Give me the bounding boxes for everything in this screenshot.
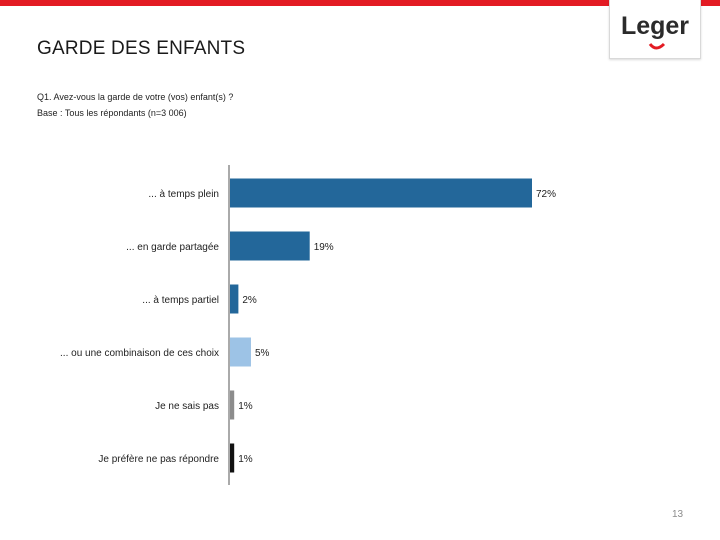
category-label-2: ... à temps partiel	[142, 295, 219, 306]
bars-group: ... à temps plein 72% ... en garde partagé…	[60, 178, 556, 473]
logo-accent-swoosh	[648, 42, 666, 50]
value-label-1: 19%	[314, 242, 334, 253]
question-text: Q1. Avez-vous la garde de votre (vos) en…	[37, 92, 234, 102]
page-title: GARDE DES ENFANTS	[37, 38, 246, 59]
leger-logo: Leger	[609, 0, 701, 59]
category-label-0: ... à temps plein	[148, 189, 219, 200]
top-accent-bar	[0, 0, 720, 6]
bar-1	[230, 231, 310, 261]
category-label-1: ... en garde partagée	[126, 242, 219, 253]
bar-2	[230, 284, 239, 314]
bar-3	[230, 337, 251, 367]
value-label-0: 72%	[536, 189, 556, 200]
page-number: 13	[672, 509, 684, 520]
value-label-3: 5%	[255, 348, 270, 359]
base-text: Base : Tous les répondants (n=3 006)	[37, 108, 187, 118]
value-label-5: 1%	[238, 454, 253, 465]
value-label-4: 1%	[238, 401, 253, 412]
bar-0	[230, 178, 532, 208]
category-label-5: Je préfère ne pas répondre	[98, 454, 219, 465]
bar-4	[230, 390, 235, 420]
logo-wordmark: Leger	[621, 12, 689, 40]
bar-5	[230, 443, 235, 473]
category-label-3: ... ou une combinaison de ces choix	[60, 348, 219, 359]
category-label-4: Je ne sais pas	[155, 401, 219, 412]
value-label-2: 2%	[242, 295, 257, 306]
